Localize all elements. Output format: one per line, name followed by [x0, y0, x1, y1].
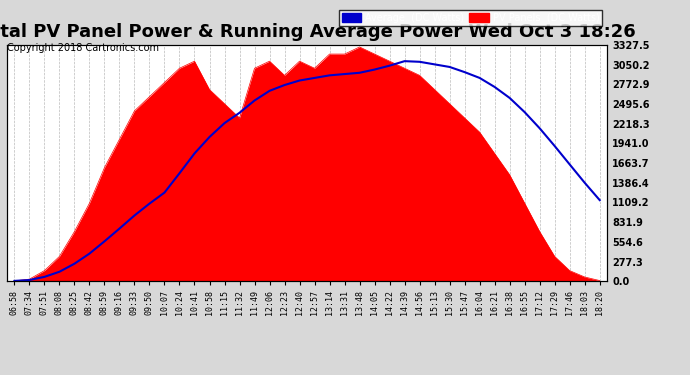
Legend: Average  (DC Watts), PV Panels  (DC Watts): Average (DC Watts), PV Panels (DC Watts): [339, 10, 602, 26]
Title: Total PV Panel Power & Running Average Power Wed Oct 3 18:26: Total PV Panel Power & Running Average P…: [0, 22, 636, 40]
Text: Copyright 2018 Cartronics.com: Copyright 2018 Cartronics.com: [7, 43, 159, 52]
